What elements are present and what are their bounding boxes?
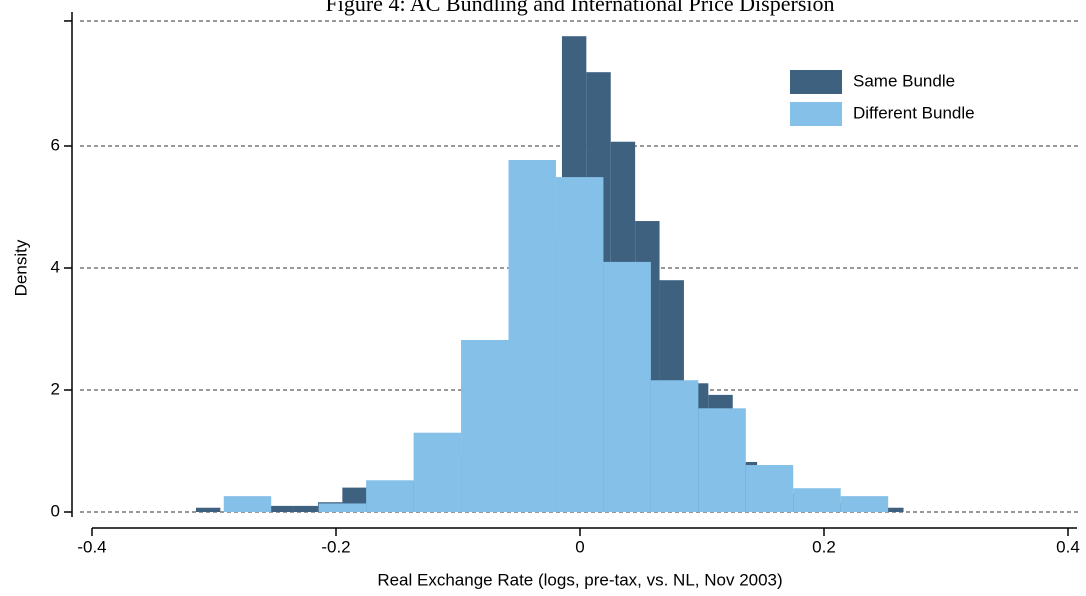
y-tick-label: 6 [51, 135, 60, 154]
bar [269, 505, 294, 512]
x-tick-label: -0.2 [321, 537, 350, 556]
bar [413, 432, 462, 512]
x-tick-label: 0.2 [812, 537, 836, 556]
y-axis-label: Density [11, 239, 30, 296]
legend-label: Different Bundle [853, 103, 975, 122]
bar [793, 488, 841, 512]
chart-title: Figure 4: AC Bundling and International … [326, 0, 835, 16]
bar [603, 261, 651, 512]
x-tick-label: -0.4 [77, 537, 106, 556]
legend-swatch [790, 70, 842, 94]
x-tick-label: 0 [575, 537, 584, 556]
bar [698, 408, 746, 512]
bar [223, 496, 272, 512]
bar [745, 465, 794, 512]
bar [879, 507, 904, 512]
legend-swatch [790, 102, 842, 126]
bar [293, 505, 318, 512]
y-tick-label: 0 [51, 501, 60, 520]
y-tick-label: 2 [51, 379, 60, 398]
bar [555, 177, 604, 513]
legend-label: Same Bundle [853, 71, 955, 90]
bar [650, 380, 699, 512]
y-tick-label: 4 [51, 257, 60, 276]
x-axis-label: Real Exchange Rate (logs, pre-tax, vs. N… [377, 570, 782, 589]
bar [840, 496, 889, 512]
bar [195, 507, 221, 512]
bar [508, 160, 556, 512]
bar [318, 503, 367, 512]
x-tick-label: 0.4 [1056, 537, 1080, 556]
bar [461, 339, 509, 512]
bar [366, 480, 414, 512]
